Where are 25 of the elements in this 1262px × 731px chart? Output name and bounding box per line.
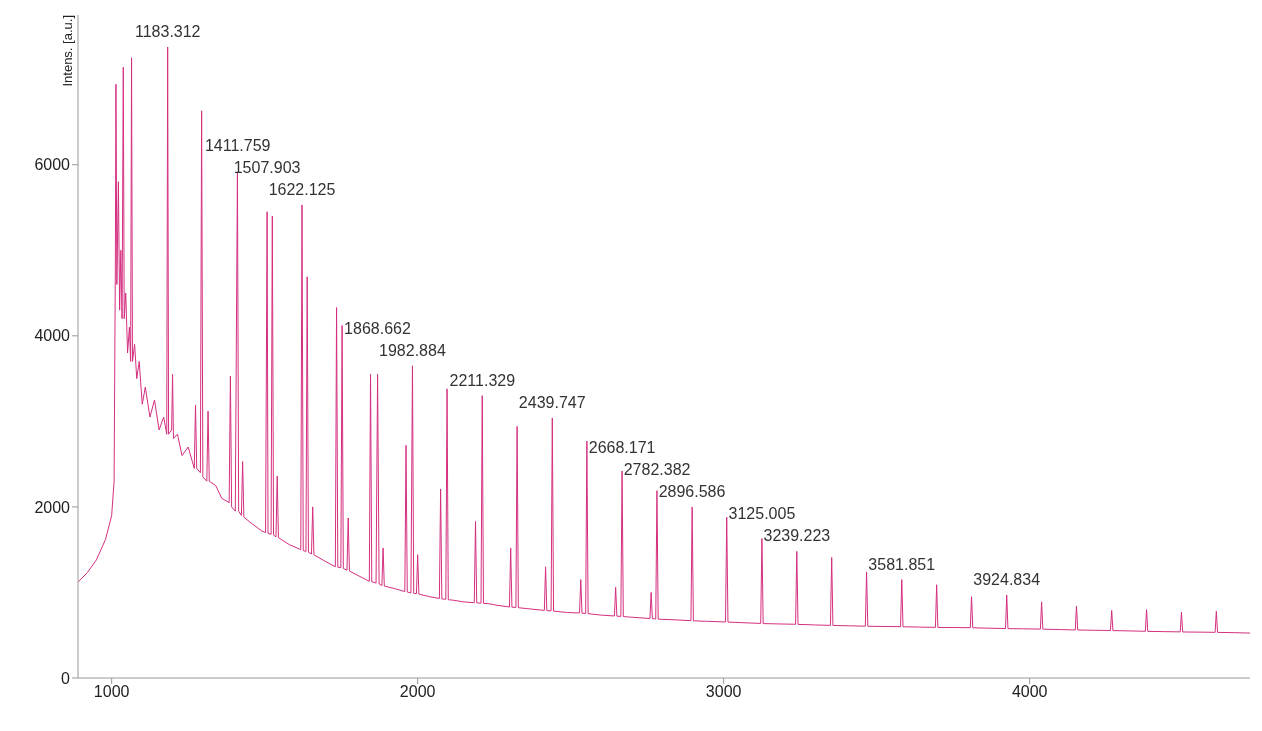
annotation: 3125.005: [728, 505, 796, 523]
annotation: 1411.759: [204, 136, 271, 154]
y-tick-label: 4000: [34, 327, 71, 345]
x-tick-label: 3000: [705, 683, 742, 701]
x-tick-label: 2000: [399, 683, 436, 701]
y-axis-title: Intens. [a.u.]: [60, 15, 75, 87]
annotation: 1507.903: [233, 158, 301, 176]
annotation: 3581.851: [868, 555, 936, 573]
x-tick-label: 4000: [1011, 683, 1048, 701]
annotation: 1982.884: [379, 341, 446, 359]
annotation: 2782.382: [623, 460, 691, 478]
annotation: 3239.223: [763, 527, 831, 545]
annotation: 1868.662: [344, 319, 411, 337]
annotation: 2668.171: [588, 438, 656, 456]
annotation: 1183.312: [134, 23, 201, 40]
line-series: [78, 46, 1250, 634]
y-tick-label: 0: [61, 669, 71, 687]
annotation: 2896.586: [658, 482, 726, 500]
x-tick-label: 1000: [93, 683, 130, 701]
annotation: 2439.747: [518, 393, 586, 411]
annotation: 3924.834: [973, 571, 1041, 589]
annotation: 2211.329: [449, 371, 516, 389]
annotation: 1622.125: [268, 180, 336, 198]
y-tick-label: 2000: [34, 498, 71, 516]
y-tick-label: 6000: [34, 156, 71, 174]
